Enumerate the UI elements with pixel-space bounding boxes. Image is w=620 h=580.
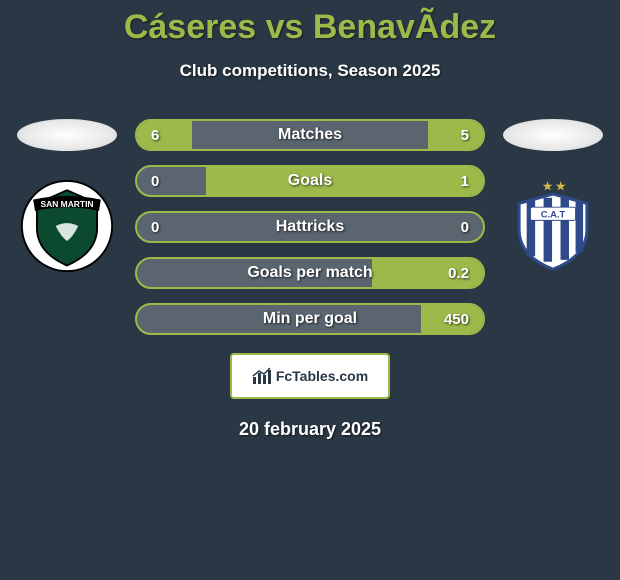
shield-icon: ★ ★ C.A.T: [506, 177, 600, 275]
stat-row-goals-per-match: Goals per match 0.2: [135, 257, 485, 289]
stat-value-right: 0.2: [448, 265, 469, 282]
stat-value-right: 0: [461, 219, 469, 236]
main-row: SAN MARTIN 6 Matches 5 0 Goals 1: [0, 119, 620, 335]
team-crest-right: ★ ★ C.A.T: [506, 179, 600, 273]
promo-link[interactable]: FcTables.com: [230, 353, 390, 399]
team-crest-left: SAN MARTIN: [20, 179, 114, 273]
svg-text:SAN MARTIN: SAN MARTIN: [40, 199, 93, 209]
stat-value-right: 5: [461, 127, 469, 144]
stat-label: Min per goal: [137, 310, 483, 328]
stat-label: Matches: [137, 126, 483, 144]
subtitle: Club competitions, Season 2025: [0, 61, 620, 81]
player-avatar-left: [17, 119, 117, 151]
svg-text:★: ★: [542, 178, 554, 193]
stat-label: Goals: [137, 172, 483, 190]
stat-row-goals: 0 Goals 1: [135, 165, 485, 197]
player-avatar-right: [503, 119, 603, 151]
shield-icon: SAN MARTIN: [20, 179, 114, 273]
svg-text:★: ★: [555, 178, 567, 193]
chart-icon: [252, 367, 272, 385]
stat-row-hattricks: 0 Hattricks 0: [135, 211, 485, 243]
stat-value-right: 450: [444, 311, 469, 328]
right-column: ★ ★ C.A.T: [503, 119, 603, 273]
stat-value-right: 1: [461, 173, 469, 190]
promo-label: FcTables.com: [276, 368, 368, 384]
stat-row-min-per-goal: Min per goal 450: [135, 303, 485, 335]
date-label: 20 february 2025: [0, 419, 620, 440]
stat-label: Hattricks: [137, 218, 483, 236]
svg-text:C.A.T: C.A.T: [541, 209, 566, 220]
left-column: SAN MARTIN: [17, 119, 117, 273]
page-title: Cáseres vs BenavÃdez: [0, 8, 620, 47]
stats-column: 6 Matches 5 0 Goals 1 0 Hattricks 0: [135, 119, 485, 335]
stat-row-matches: 6 Matches 5: [135, 119, 485, 151]
stat-label: Goals per match: [137, 264, 483, 282]
widget-root: Cáseres vs BenavÃdez Club competitions, …: [0, 0, 620, 440]
